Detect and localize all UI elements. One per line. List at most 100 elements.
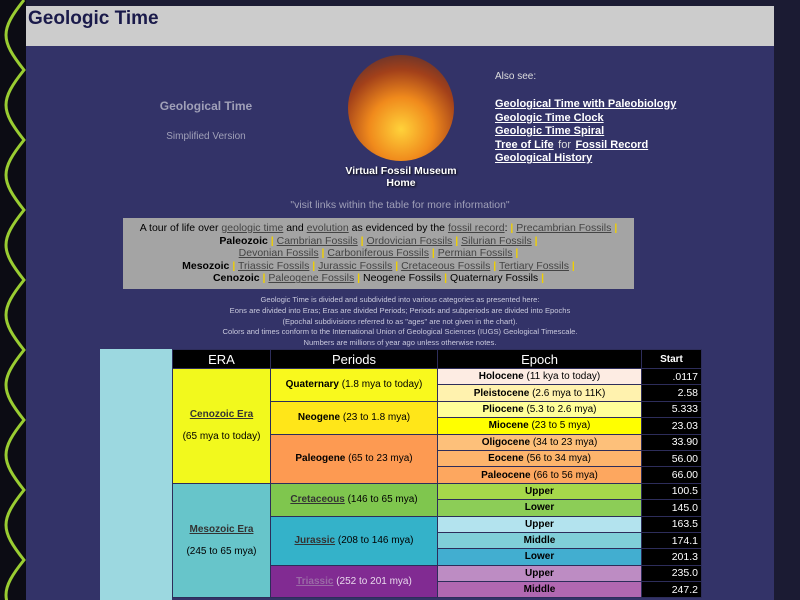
separator: | [510, 222, 514, 234]
for-text: for [558, 138, 571, 151]
separator: | [395, 259, 399, 272]
epoch-name: Lower [524, 551, 555, 563]
link-precambrian[interactable]: Precambrian Fossils [516, 222, 612, 234]
epoch-name: Middle [523, 584, 556, 596]
table-row: Pleistocene (2.6 mya to 11K) 2.58 [173, 384, 702, 402]
page-header: Geologic Time [26, 6, 774, 46]
period-range: (208 to 146 mya) [337, 535, 414, 547]
link-triassic[interactable]: Triassic Fossils [238, 259, 310, 272]
epoch-range: (34 to 23 mya) [532, 436, 598, 448]
link-cambrian[interactable]: Cambrian Fossils [276, 234, 358, 247]
epoch-cell: Pliocene (5.3 to 2.6 mya) [437, 400, 642, 419]
text-quaternary: Quaternary Fossils [450, 272, 539, 285]
link-tertiary[interactable]: Tertiary Fossils [498, 259, 569, 272]
link-fossil-record[interactable]: Fossil Record [575, 138, 649, 151]
link-geologic-time[interactable]: geologic time [221, 222, 284, 234]
table-row: Jurassic (208 to 146 mya) Upper 163.5 [173, 515, 702, 566]
separator: | [431, 247, 435, 260]
epoch-range: (66 to 56 mya) [533, 469, 598, 481]
epoch-cell: Middle [437, 581, 642, 599]
start-cell: 66.00 [641, 466, 702, 484]
link-jurassic[interactable]: Jurassic Fossils [318, 259, 393, 272]
link-silurian[interactable]: Silurian Fossils [461, 234, 532, 247]
start-cell: 33.90 [641, 433, 702, 451]
separator: | [493, 259, 497, 272]
period-name: Neogene [297, 412, 341, 424]
section-subtitle: Simplified Version [166, 131, 246, 142]
epoch-cell: Pleistocene (2.6 mya to 11K) [437, 384, 642, 402]
note-line: Geologic Time is divided and subdivided … [260, 295, 540, 304]
epoch-name: Holocene [478, 371, 524, 383]
link-time-spiral[interactable]: Geologic Time Spiral [495, 125, 605, 137]
epoch-cell: Upper [437, 515, 642, 533]
content-panel: Geological Time Simplified Version Virtu… [26, 46, 774, 600]
geologic-time-table: ERA Periods Epoch Start Cenozoic Era (65 … [172, 349, 702, 599]
note-line: Colors and times conform to the Internat… [222, 327, 578, 337]
dna-helix-icon [4, 0, 26, 600]
museum-home-link[interactable]: Virtual Fossil Museum Home [336, 165, 466, 189]
epoch-name: Upper [525, 518, 554, 530]
header-start: Start [641, 349, 702, 369]
link-geological-history[interactable]: Geological History [495, 152, 593, 164]
fossil-tour-box: A tour of life over geologic time and ev… [123, 218, 634, 289]
link-time-clock[interactable]: Geologic Time Clock [495, 111, 604, 124]
period-name: Paleogene [295, 453, 346, 465]
era-range: (65 mya to today) [182, 431, 261, 443]
epoch-cell: Paleocene (66 to 56 mya) [437, 466, 642, 484]
era-link[interactable]: Cenozoic Era [189, 409, 254, 421]
separator: | [232, 259, 236, 272]
era-cell: Mesozoic Era (245 to 65 mya) [172, 482, 271, 599]
link-fossil-record-tour[interactable]: fossil record [447, 222, 505, 234]
table-row: Eocene (56 to 34 mya) 56.00 [173, 449, 702, 468]
epoch-range: (5.3 to 2.6 mya) [526, 403, 597, 415]
era-link[interactable]: Mesozoic Era [189, 524, 254, 536]
label-cenozoic: Cenozoic [212, 272, 260, 285]
table-row: Cenozoic Era (65 mya to today) Quaternary … [172, 367, 702, 484]
eon-column [100, 349, 172, 600]
link-carboniferous[interactable]: Carboniferous Fossils [327, 247, 429, 260]
start-cell: .0117 [641, 367, 702, 386]
period-cell: Jurassic (208 to 146 mya) [270, 515, 438, 566]
epoch-cell: Oligocene (34 to 23 mya) [437, 433, 642, 451]
also-see-label: Also see: [495, 71, 537, 82]
period-link[interactable]: Cretaceous [290, 494, 345, 506]
period-link[interactable]: Jurassic [294, 535, 336, 547]
link-cretaceous[interactable]: Cretaceous Fossils [401, 259, 491, 272]
text: and [286, 222, 304, 234]
period-range: (65 to 23 mya) [348, 453, 413, 465]
link-evolution[interactable]: evolution [306, 222, 349, 234]
separator: | [455, 234, 459, 247]
link-permian[interactable]: Permian Fossils [437, 247, 513, 260]
separator: | [515, 247, 519, 260]
link-paleobiology[interactable]: Geological Time with Paleobiology [495, 98, 677, 110]
period-cell: Neogene (23 to 1.8 mya) [270, 400, 438, 435]
link-devonian[interactable]: Devonian Fossils [238, 247, 319, 260]
link-paleogene[interactable]: Paleogene Fossils [268, 272, 355, 285]
separator: | [357, 272, 361, 285]
header-periods: Periods [270, 349, 438, 369]
epoch-name: Lower [524, 502, 555, 514]
start-cell: 174.1 [641, 531, 702, 550]
separator: | [270, 234, 274, 247]
epoch-name: Pleistocene [473, 387, 530, 399]
start-cell: 23.03 [641, 417, 702, 435]
note-line: Eons are divided into Eras; Eras are div… [229, 305, 571, 315]
separator: | [534, 234, 538, 247]
epoch-range: (23 to 5 mya) [531, 420, 591, 432]
logo-caption: Virtual Fossil Museum [345, 165, 457, 177]
table-header-row: ERA Periods Epoch Start [172, 349, 702, 369]
table-row: Lower 201.3 [173, 548, 702, 566]
period-link[interactable]: Triassic [296, 576, 334, 588]
link-ordovician[interactable]: Ordovician Fossils [366, 234, 453, 247]
separator: | [571, 259, 575, 272]
label-paleozoic: Paleozoic [219, 234, 268, 247]
start-cell: 2.58 [641, 384, 702, 402]
epoch-range: (56 to 34 mya) [526, 453, 591, 465]
page-title: Geologic Time [28, 8, 159, 29]
period-range: (1.8 mya to today) [341, 379, 423, 391]
logo-caption-home: Home [386, 177, 416, 189]
museum-logo-image[interactable] [348, 55, 454, 161]
link-tree-of-life[interactable]: Tree of Life [495, 138, 554, 151]
table-row: Miocene (23 to 5 mya) 23.03 [173, 417, 702, 435]
start-cell: 100.5 [641, 482, 702, 501]
